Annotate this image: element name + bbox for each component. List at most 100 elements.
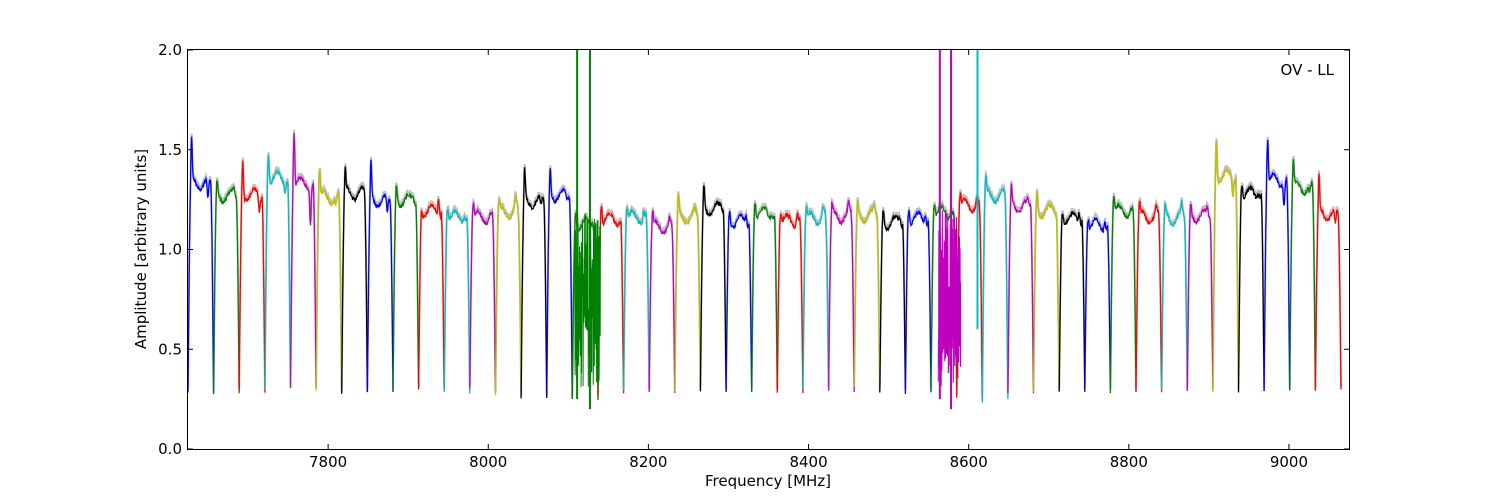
gray-band-line bbox=[673, 191, 702, 388]
band-line bbox=[264, 155, 292, 390]
band-line bbox=[802, 204, 830, 391]
gray-band-line bbox=[1032, 188, 1061, 389]
gray-band-line bbox=[468, 197, 497, 388]
gray-band-line bbox=[699, 182, 728, 390]
band-line bbox=[1084, 216, 1112, 391]
x-tick-label: 8200 bbox=[629, 453, 667, 471]
gray-band-line bbox=[648, 207, 676, 391]
band-line bbox=[776, 212, 804, 394]
band-line bbox=[1032, 191, 1060, 392]
gray-band-line bbox=[1263, 136, 1291, 388]
band-line bbox=[443, 208, 471, 394]
gray-band-line bbox=[187, 133, 215, 392]
gray-band-line bbox=[494, 190, 523, 394]
gray-band-line bbox=[1186, 200, 1214, 388]
band-line bbox=[520, 167, 548, 399]
band-line bbox=[904, 209, 932, 395]
gray-band-line bbox=[1211, 138, 1240, 389]
gray-band-line bbox=[289, 130, 318, 386]
gray-band-line bbox=[981, 169, 1009, 400]
band-line bbox=[238, 160, 266, 393]
gray-band-line bbox=[443, 204, 471, 391]
rfi-noise-line bbox=[937, 210, 962, 387]
gray-band-line bbox=[1058, 208, 1086, 389]
band-line bbox=[853, 200, 881, 389]
band-line bbox=[699, 185, 727, 392]
gray-band-line bbox=[827, 197, 856, 390]
band-line bbox=[1212, 141, 1240, 392]
band-line bbox=[417, 199, 445, 391]
band-line bbox=[341, 166, 369, 394]
band-line bbox=[1237, 184, 1265, 393]
gray-band-line bbox=[1083, 210, 1112, 388]
band-line bbox=[546, 168, 573, 400]
plot-frame bbox=[187, 49, 1350, 450]
band-line bbox=[392, 185, 420, 390]
x-tick-label: 8800 bbox=[1110, 453, 1148, 471]
band-line bbox=[674, 194, 702, 391]
band-line bbox=[622, 206, 650, 393]
gray-band-line bbox=[801, 200, 830, 388]
gray-band-line bbox=[776, 209, 804, 391]
gray-band-line bbox=[904, 206, 932, 392]
y-tick-label: 1.5 bbox=[158, 141, 182, 159]
gray-band-line bbox=[622, 202, 651, 390]
gray-band-line bbox=[1160, 196, 1189, 388]
band-line bbox=[289, 133, 317, 389]
band-line bbox=[315, 170, 343, 393]
band-line bbox=[1109, 195, 1137, 394]
gray-band-line bbox=[853, 197, 881, 386]
band-line bbox=[1263, 139, 1291, 391]
y-axis-label: Amplitude [arbitrary units] bbox=[132, 149, 150, 349]
x-axis-label: Frequency [MHz] bbox=[705, 472, 831, 490]
band-line bbox=[981, 173, 1009, 403]
colored-band-series bbox=[187, 133, 1342, 403]
gray-band-line bbox=[1237, 180, 1266, 390]
gray-band-line bbox=[212, 177, 241, 392]
gray-band-line bbox=[750, 199, 779, 390]
band-line bbox=[1135, 200, 1163, 393]
band-line bbox=[827, 200, 855, 393]
band-line bbox=[187, 136, 215, 395]
gray-band-line bbox=[597, 202, 625, 392]
band-line bbox=[494, 193, 522, 397]
gray-band-line bbox=[1135, 196, 1163, 390]
gray-background-series bbox=[187, 130, 1342, 400]
y-axis: 0.0 0.5 1.0 1.5 2.0 bbox=[158, 41, 1349, 458]
band-line bbox=[1160, 200, 1188, 391]
x-tick-label: 8000 bbox=[469, 453, 507, 471]
band-line bbox=[1289, 158, 1317, 390]
band-line bbox=[725, 211, 753, 392]
gray-band-line bbox=[725, 208, 753, 389]
rfi-noise-line bbox=[574, 213, 601, 389]
band-line bbox=[1058, 211, 1086, 392]
legend-annotation: OV - LL bbox=[1281, 61, 1335, 79]
band-line bbox=[212, 180, 240, 395]
gray-band-line bbox=[878, 206, 907, 390]
band-line bbox=[1186, 204, 1214, 391]
gray-band-line bbox=[392, 182, 420, 387]
band-line bbox=[930, 203, 958, 392]
gray-band-line bbox=[520, 164, 548, 396]
band-line bbox=[597, 205, 625, 395]
band-line bbox=[648, 210, 676, 394]
gray-band-line bbox=[366, 156, 394, 390]
band-line bbox=[366, 159, 394, 392]
x-tick-label: 8400 bbox=[789, 453, 827, 471]
band-line bbox=[469, 201, 497, 391]
y-tick-label: 0.5 bbox=[158, 340, 182, 358]
y-tick-label: 2.0 bbox=[158, 41, 182, 59]
gray-band-line bbox=[417, 195, 446, 388]
band-line bbox=[879, 210, 907, 393]
y-tick-label: 1.0 bbox=[158, 241, 182, 259]
x-tick-label: 9000 bbox=[1270, 453, 1308, 471]
x-tick-label: 8600 bbox=[950, 453, 988, 471]
x-tick-label: 7800 bbox=[309, 453, 347, 471]
y-tick-label: 0.0 bbox=[158, 440, 182, 458]
gray-band-line bbox=[1109, 192, 1137, 391]
gray-band-line bbox=[1314, 170, 1342, 388]
rfi-spike-series bbox=[574, 50, 979, 410]
band-line bbox=[751, 203, 778, 393]
band-line bbox=[1007, 183, 1035, 394]
